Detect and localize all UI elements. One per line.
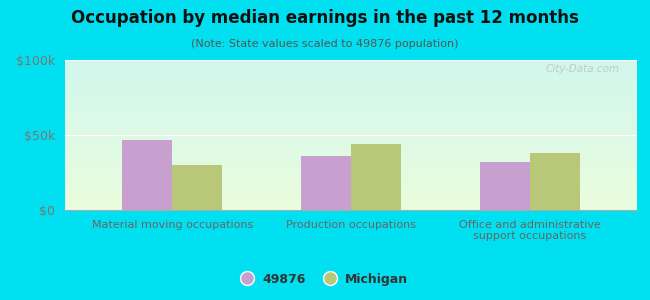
Legend: 49876, Michigan: 49876, Michigan	[237, 268, 413, 291]
Bar	[172, 165, 222, 210]
Bar	[301, 156, 351, 210]
Text: City-Data.com: City-Data.com	[546, 64, 620, 74]
Bar	[122, 140, 172, 210]
Text: (Note: State values scaled to 49876 population): (Note: State values scaled to 49876 popu…	[191, 39, 459, 49]
Text: Occupation by median earnings in the past 12 months: Occupation by median earnings in the pas…	[71, 9, 579, 27]
Bar	[480, 162, 530, 210]
Bar	[351, 144, 401, 210]
Bar	[530, 153, 580, 210]
